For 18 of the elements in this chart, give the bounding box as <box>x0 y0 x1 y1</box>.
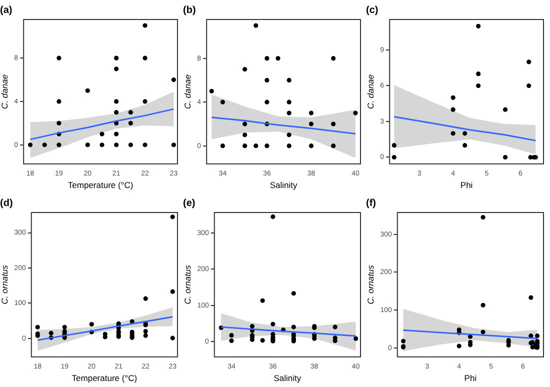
chart-title: (e) <box>183 198 196 209</box>
y-axis-title: C. ornatus <box>365 264 376 304</box>
chart-title: (f) <box>366 198 376 209</box>
chart-title: (c) <box>366 4 378 16</box>
x-axis-title: Salinity <box>270 180 298 190</box>
chart-title: (b) <box>183 4 196 16</box>
y-axis-title: C. danae <box>0 74 10 109</box>
y-axis-title: C. danae <box>182 74 192 109</box>
y-axis-title: C. ornatus <box>182 264 192 304</box>
x-axis-title: Temperature (°C) <box>72 373 138 384</box>
y-axis-title: C. danae <box>365 74 376 109</box>
x-axis-title: Salinity <box>274 373 302 384</box>
x-axis-title: Temperature (°C) <box>68 180 134 190</box>
x-axis-title: Phi <box>464 373 477 384</box>
chart-title: (d) <box>0 198 13 209</box>
x-axis-title: Phi <box>460 180 473 190</box>
chart-title: (a) <box>0 4 12 16</box>
y-axis-title: C. ornatus <box>0 264 10 304</box>
